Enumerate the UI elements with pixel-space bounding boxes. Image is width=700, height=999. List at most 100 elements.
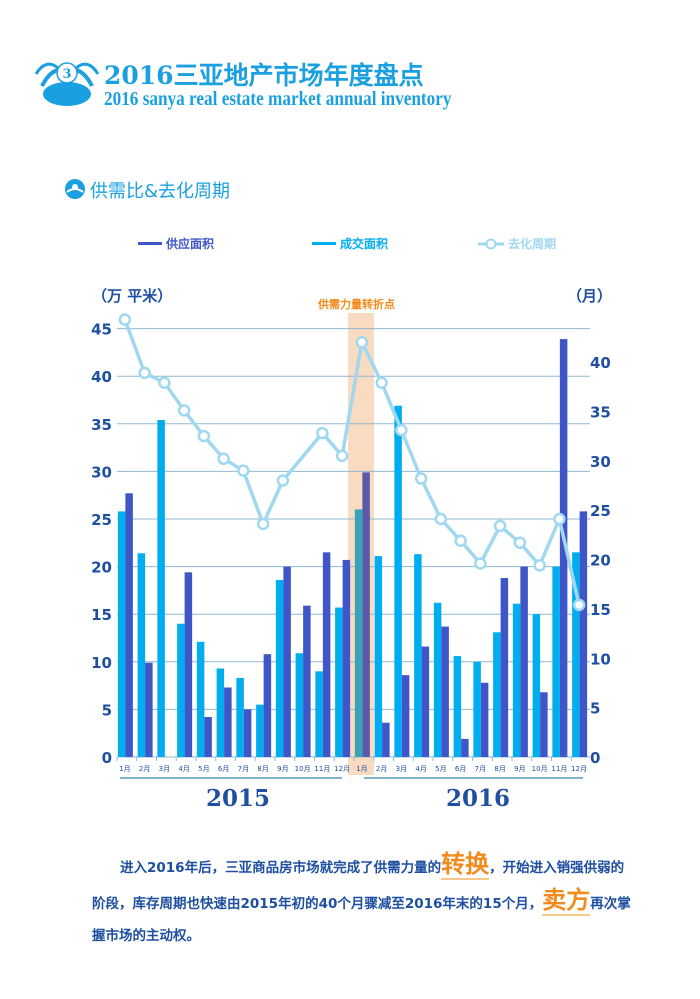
cycle-point [474, 557, 487, 570]
x-tick-label: 1月 [356, 765, 367, 773]
left-tick-label: 25 [91, 511, 112, 529]
supply-bar [520, 566, 528, 757]
deal-bar [236, 677, 244, 757]
right-axis-label: （月） [567, 287, 613, 305]
left-axis-label: （万 平米） [92, 287, 173, 305]
cycle-point [237, 464, 250, 477]
deal-bar [493, 632, 501, 757]
x-tick-label: 11月 [551, 765, 567, 773]
x-tick-label: 8月 [494, 765, 505, 773]
x-tick-label: 9月 [277, 765, 288, 773]
left-tick-label: 40 [91, 368, 112, 386]
cycle-point [375, 376, 388, 389]
x-tick-label: 6月 [218, 765, 229, 773]
right-tick-label: 20 [590, 552, 611, 570]
right-tick-label: 5 [590, 700, 600, 718]
deal-bar [433, 602, 442, 757]
deal-bar [177, 623, 185, 757]
supply-bar [303, 605, 311, 757]
cycle-point [197, 429, 211, 443]
cycle-point [177, 404, 191, 417]
right-tick-label: 30 [590, 453, 611, 471]
x-tick-label: 2月 [139, 765, 150, 773]
cycle-point [553, 512, 566, 526]
highlight-seller: 卖方 [542, 885, 591, 916]
deal-bar [256, 704, 264, 757]
x-tick-label: 10月 [532, 765, 548, 773]
deal-bar [473, 661, 481, 757]
right-tick-label: 10 [590, 650, 611, 668]
supply-bar [322, 552, 331, 757]
deal-bar [335, 607, 343, 757]
supply-bar [204, 717, 212, 757]
x-tick-label: 12月 [334, 765, 350, 773]
deal-bar [453, 656, 462, 757]
deal-bar [374, 556, 383, 757]
supply-bar [184, 572, 193, 757]
supply-bar [441, 626, 449, 757]
year-label-2016: 2016 [446, 785, 511, 812]
cycle-point [316, 426, 329, 440]
cycle-point [217, 452, 230, 466]
x-tick-label: 11月 [314, 765, 330, 773]
supply-bar [224, 687, 232, 757]
x-tick-label: 3月 [159, 765, 170, 773]
deal-bar [275, 579, 284, 757]
deal-bar [552, 566, 560, 757]
left-tick-label: 0 [102, 749, 112, 767]
chart: 0 5 10 15 20 25 30 35 40 45 0 5 10 15 20 25 30 35 40 1月 2月 3月… [91, 313, 611, 779]
x-tick-label: 5月 [435, 765, 446, 773]
cycle-point [276, 474, 290, 487]
deal-bar [117, 511, 126, 757]
supply-bar [559, 339, 568, 757]
x-tick-label: 7月 [238, 765, 249, 773]
supply-bar [480, 682, 489, 757]
left-tick-label: 35 [91, 416, 112, 434]
deal-bar [414, 554, 422, 757]
x-tick-label: 2月 [376, 765, 387, 773]
deal-bar [354, 509, 363, 757]
page-subtitle: 2016 sanya real estate market annual inv… [104, 88, 452, 110]
deal-bar [295, 653, 304, 757]
highlight-transform: 转换 [441, 849, 490, 880]
cycle-point [513, 536, 527, 549]
left-tick-label: 30 [91, 463, 112, 481]
x-tick-label: 9月 [514, 765, 525, 773]
section-title: 供需比&去化周期 [90, 181, 231, 202]
x-tick-label: 1月 [119, 765, 130, 773]
summary-paragraph: 进入2016年后，三亚商品房市场就完成了供需力量的转换，开始进入销强供弱的阶段，… [92, 849, 631, 944]
cycle-point [158, 376, 171, 389]
sun-wave-icon [65, 179, 85, 199]
legend-supply: 供应面积 [138, 235, 214, 252]
supply-bar [362, 472, 370, 757]
cycle-point [138, 366, 151, 380]
supply-bar [579, 511, 588, 757]
left-tick-label: 10 [91, 654, 112, 672]
turning-point-annotation: 供需力量转折点 [318, 298, 395, 311]
supply-bar [145, 662, 153, 757]
cycle-point [355, 336, 369, 349]
supply-bar [540, 692, 548, 757]
x-tick-label: 12月 [571, 765, 587, 773]
supply-bar [125, 493, 133, 757]
badge-number: 3 [62, 67, 71, 82]
supply-bar [461, 738, 469, 757]
right-tick-label: 0 [590, 749, 600, 767]
x-tick-label: 6月 [455, 765, 466, 773]
legend-cycle: 去化周期 [478, 235, 556, 252]
cycle-point [256, 517, 270, 531]
cycle-point [414, 472, 428, 485]
deal-bar [216, 668, 225, 757]
supply-bar [500, 578, 509, 757]
deal-bar [394, 405, 402, 757]
cycle-point [118, 313, 132, 326]
page-title: 2016三亚地产市场年度盘点 [104, 61, 424, 90]
left-tick-label: 5 [102, 701, 112, 719]
cycle-point [335, 449, 349, 463]
x-tick-label: 7月 [475, 765, 486, 773]
x-tick-label: 8月 [257, 765, 268, 773]
supply-bar [421, 646, 430, 757]
left-tick-label: 15 [91, 606, 112, 624]
supply-bar [283, 566, 291, 757]
deal-bar [512, 603, 521, 757]
